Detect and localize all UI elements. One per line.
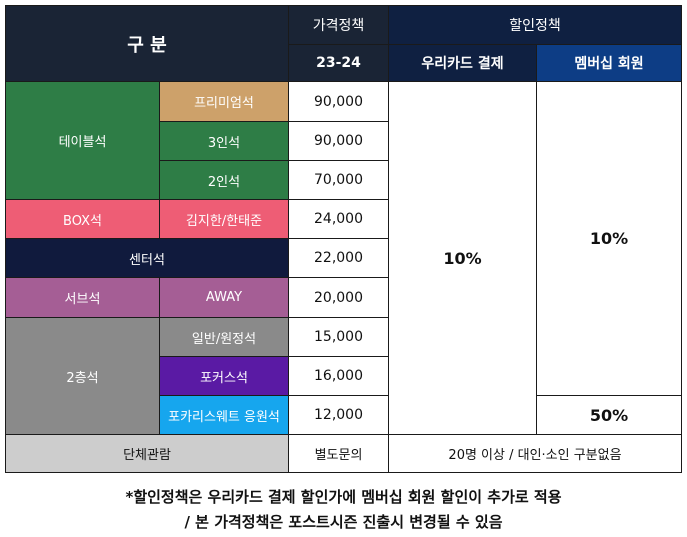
price-center: 22,000 — [288, 238, 389, 278]
footnote-line-2: / 본 가격정책은 포스트시즌 진출시 변경될 수 있음 — [184, 513, 503, 531]
sub-away: AWAY — [159, 277, 289, 318]
price-premium: 90,000 — [288, 81, 389, 122]
header-season: 23-24 — [288, 44, 389, 82]
header-category: 구 분 — [5, 5, 289, 82]
sub-premium: 프리미엄석 — [159, 81, 289, 122]
price-general-away: 15,000 — [288, 317, 389, 357]
footnote-line-1: *할인정책은 우리카드 결제 할인가에 멤버십 회원 할인이 추가로 적용 — [125, 488, 562, 506]
group-group-viewing: 단체관람 — [5, 434, 289, 473]
group-center-seat: 센터석 — [5, 238, 289, 278]
sub-pocari-cheer: 포카리스웨트 응원석 — [159, 395, 289, 435]
price-pocari-cheer: 12,000 — [288, 395, 389, 435]
header-discount-policy: 할인정책 — [388, 5, 682, 45]
price-two-seat: 70,000 — [288, 160, 389, 200]
price-away: 20,000 — [288, 277, 389, 318]
woori-discount-value: 10% — [388, 81, 537, 435]
group-discount-note: 20명 이상 / 대인·소인 구분없음 — [388, 434, 682, 473]
group-serve-seat: 서브석 — [5, 277, 160, 318]
sub-three-seat: 3인석 — [159, 121, 289, 161]
group-box-seat: BOX석 — [5, 199, 160, 239]
header-woori-card: 우리카드 결제 — [388, 44, 537, 82]
price-group: 별도문의 — [288, 434, 389, 473]
membership-discount-value: 10% — [536, 81, 682, 396]
price-focus: 16,000 — [288, 356, 389, 396]
sub-general-away: 일반/원정석 — [159, 317, 289, 357]
sub-player-box: 김지한/한태준 — [159, 199, 289, 239]
membership-cheer-discount-value: 50% — [536, 395, 682, 435]
sub-two-seat: 2인석 — [159, 160, 289, 200]
price-player-box: 24,000 — [288, 199, 389, 239]
header-membership: 멤버십 회원 — [536, 44, 682, 82]
header-price-policy: 가격정책 — [288, 5, 389, 45]
price-three-seat: 90,000 — [288, 121, 389, 161]
sub-focus: 포커스석 — [159, 356, 289, 396]
group-second-floor: 2층석 — [5, 317, 160, 435]
group-table-seat: 테이블석 — [5, 81, 160, 200]
